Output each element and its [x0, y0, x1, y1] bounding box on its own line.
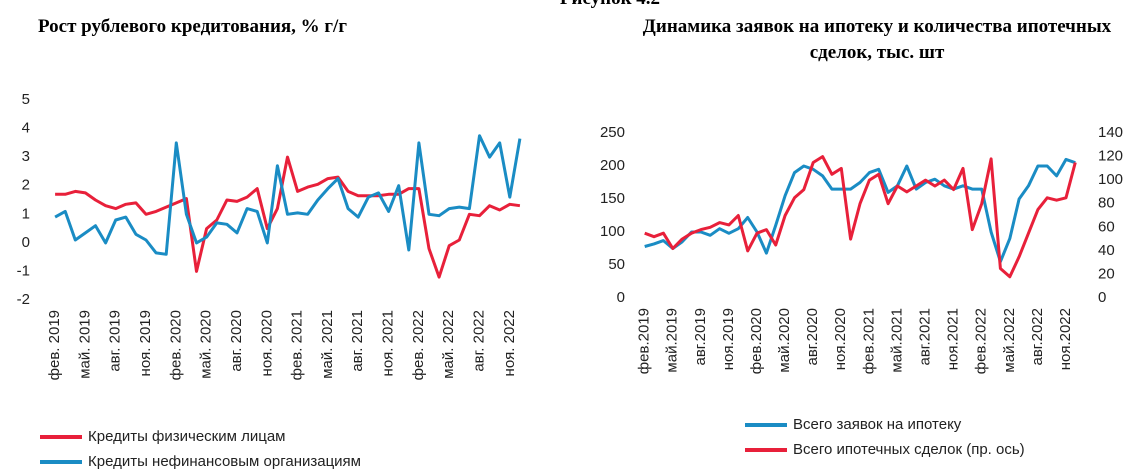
legend-label: Кредиты физическим лицам: [88, 428, 285, 445]
y-tick-label: -2: [17, 291, 30, 308]
chart-title: Динамика заявок на ипотеку и количества …: [642, 16, 1112, 63]
y-tick-label: 150: [600, 190, 625, 207]
x-tick-label: фев.2019: [636, 308, 653, 374]
y-tick-label: 3: [22, 148, 30, 165]
x-tick-label: ноя. 2020: [258, 310, 275, 376]
x-tick-label: май. 2022: [440, 310, 457, 379]
y-tick-label: 250: [600, 124, 625, 141]
y2-tick-label: 40: [1098, 242, 1115, 259]
y-tick-label: 2: [22, 177, 30, 194]
x-tick-label: фев.2021: [860, 308, 877, 374]
y2-tick-label: 60: [1098, 218, 1115, 235]
series-line: [644, 157, 1076, 264]
x-tick-label: май. 2019: [76, 310, 93, 379]
x-tick-label: ноя. 2022: [501, 310, 518, 376]
x-tick-label: авг.2020: [804, 308, 821, 366]
y2-tick-label: 140: [1098, 124, 1123, 141]
x-tick-label: май. 2020: [198, 310, 215, 379]
y2-tick-label: 20: [1098, 265, 1115, 282]
figure-label: Рисунок 4.2: [510, 0, 710, 12]
x-tick-label: авг.2019: [692, 308, 709, 366]
legend-label: Кредиты нефинансовым организациям: [88, 453, 361, 470]
y-tick-label: 0: [617, 289, 625, 306]
y2-tick-label: 80: [1098, 195, 1115, 212]
x-tick-label: ноя. 2019: [137, 310, 154, 376]
legend-label: Всего ипотечных сделок (пр. ось): [793, 441, 1025, 458]
x-tick-label: авг.2022: [1029, 308, 1046, 366]
y-tick-label: 100: [600, 223, 625, 240]
x-tick-label: фев. 2022: [410, 310, 427, 380]
x-tick-label: авг. 2021: [349, 310, 366, 372]
y-tick-label: 4: [22, 120, 30, 137]
legend-label: Всего заявок на ипотеку: [793, 416, 962, 433]
x-tick-label: ноя. 2021: [380, 310, 397, 376]
y-tick-label: 5: [22, 91, 30, 108]
y-tick-label: 1: [22, 205, 30, 222]
x-tick-label: ноя.2022: [1057, 308, 1074, 370]
series-line: [55, 155, 521, 279]
x-tick-label: май.2020: [776, 308, 793, 373]
x-tick-label: май.2021: [888, 308, 905, 373]
x-tick-label: ноя.2020: [832, 308, 849, 370]
x-tick-label: май. 2021: [319, 310, 336, 379]
x-tick-label: ноя.2021: [945, 308, 962, 370]
x-tick-label: авг. 2022: [470, 310, 487, 372]
y2-tick-label: 100: [1098, 171, 1123, 188]
x-tick-label: май.2019: [664, 308, 681, 373]
x-tick-label: фев. 2020: [167, 310, 184, 380]
x-tick-label: авг.2021: [917, 308, 934, 366]
series-line: [54, 134, 522, 256]
x-tick-label: фев. 2021: [289, 310, 306, 380]
y2-tick-label: 0: [1098, 289, 1106, 306]
y-tick-label: 0: [22, 234, 30, 251]
x-tick-label: май.2022: [1001, 308, 1018, 373]
y-tick-label: 50: [608, 256, 625, 273]
y-tick-label: 200: [600, 157, 625, 174]
y2-tick-label: 120: [1098, 148, 1123, 165]
x-tick-label: ноя.2019: [720, 308, 737, 370]
x-tick-label: авг. 2020: [228, 310, 245, 372]
x-tick-label: фев.2020: [748, 308, 765, 374]
x-tick-label: фев.2022: [973, 308, 990, 374]
series-line: [644, 155, 1077, 279]
y-tick-label: -1: [17, 262, 30, 279]
chart-title: Рост рублевого кредитования, % г/г: [38, 16, 347, 37]
x-tick-label: авг. 2019: [107, 310, 124, 372]
x-tick-label: фев. 2019: [46, 310, 63, 380]
